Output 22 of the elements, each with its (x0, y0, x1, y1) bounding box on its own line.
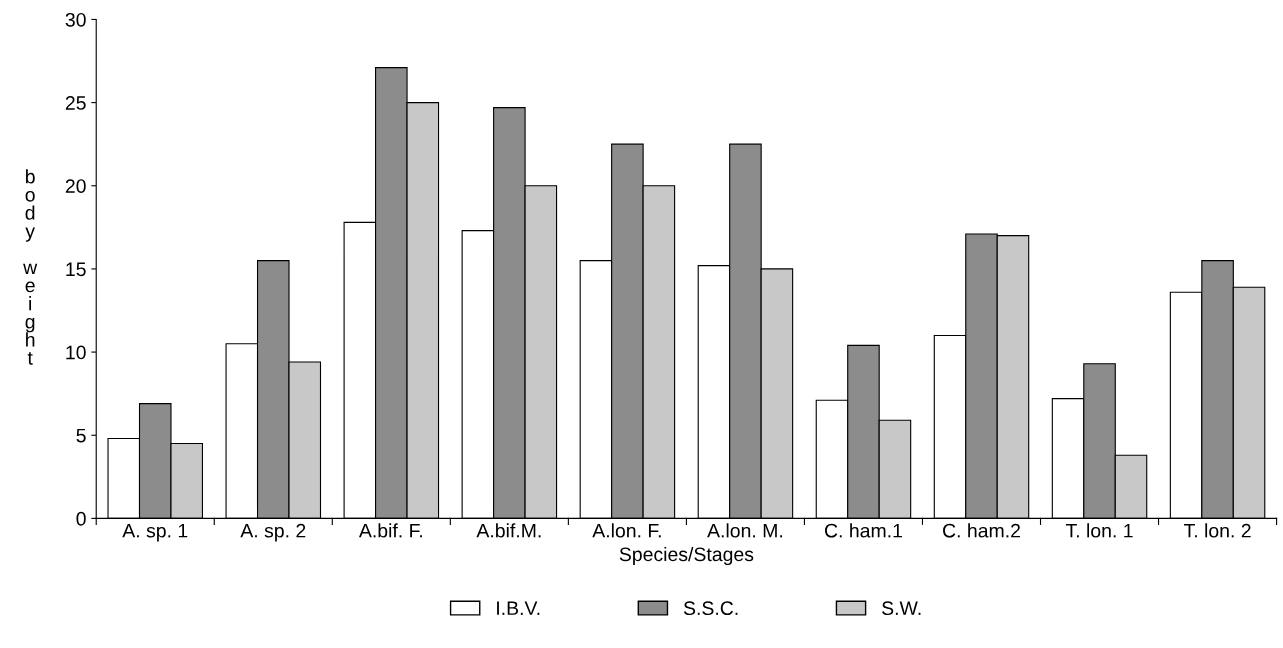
legend-label: I.B.V. (497, 601, 540, 615)
x-tick-label: A.lon. F. (592, 523, 661, 538)
legend-label: S.S.C. (683, 601, 738, 616)
y-tick-label: 30 (65, 12, 86, 27)
x-tick-label: A. sp. 1 (122, 523, 188, 542)
x-tick-label: T. lon. 2 (1183, 523, 1251, 538)
x-tick-label: A.lon. M. (707, 523, 783, 538)
y-tick-label: 0 (76, 511, 86, 526)
legend-label: S.W. (882, 601, 921, 616)
x-tick-label: A.bif. F. (358, 523, 422, 538)
x-tick-label: T. lon. 1 (1065, 523, 1133, 538)
x-tick-label: C. ham.2 (943, 523, 1020, 538)
y-tick-label: 10 (66, 345, 86, 360)
x-axis-title: Species/Stages (619, 546, 754, 566)
y-tick-label: 20 (65, 179, 86, 193)
y-tick-label: 15 (66, 262, 86, 277)
text: body weight (23, 169, 38, 365)
x-tick-label: A. sp. 2 (240, 523, 306, 542)
y-tick-label: 25 (65, 96, 86, 110)
y-tick-label: 5 (76, 428, 86, 443)
x-tick-label: A.bif.M. (476, 523, 541, 538)
x-tick-label: C. ham.1 (825, 523, 902, 538)
